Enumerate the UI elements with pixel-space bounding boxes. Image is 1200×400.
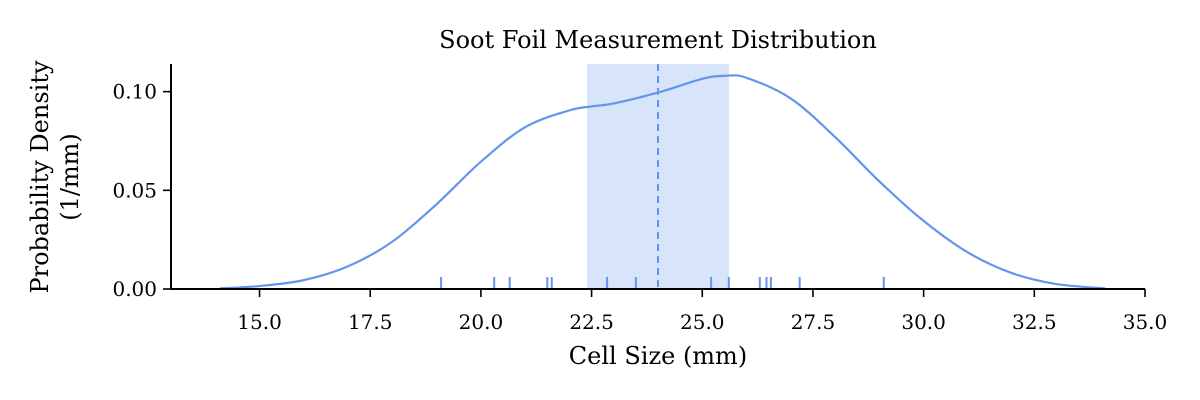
chart-title: Soot Foil Measurement Distribution — [439, 26, 877, 54]
y-tick-label: 0.10 — [112, 80, 157, 104]
x-tick-label: 27.5 — [791, 310, 836, 334]
y-tick-label: 0.05 — [112, 178, 157, 202]
y-axis-label: Probability Density (1/mm) — [26, 60, 84, 294]
x-tick-label: 32.5 — [1012, 310, 1057, 334]
x-tick-label: 30.0 — [901, 310, 946, 334]
y-axis-label-line-1: Probability Density — [26, 60, 54, 294]
y-tick-label: 0.00 — [112, 277, 157, 301]
x-tick-label: 20.0 — [459, 310, 504, 334]
y-axis-ticks: 0.00 0.05 0.10 — [112, 80, 171, 301]
x-tick-label: 35.0 — [1123, 310, 1168, 334]
x-axis-ticks: 15.0 17.5 20.0 22.5 25.0 27.5 30.0 32.5 35.0 — [237, 289, 1167, 334]
x-tick-label: 22.5 — [569, 310, 614, 334]
x-axis-label: Cell Size (mm) — [569, 342, 747, 370]
y-axis-label-line-2: (1/mm) — [56, 133, 84, 221]
x-tick-label: 17.5 — [348, 310, 393, 334]
x-tick-label: 15.0 — [237, 310, 282, 334]
x-tick-label: 25.0 — [680, 310, 725, 334]
rug-marks — [440, 277, 885, 288]
axes — [170, 64, 1145, 290]
